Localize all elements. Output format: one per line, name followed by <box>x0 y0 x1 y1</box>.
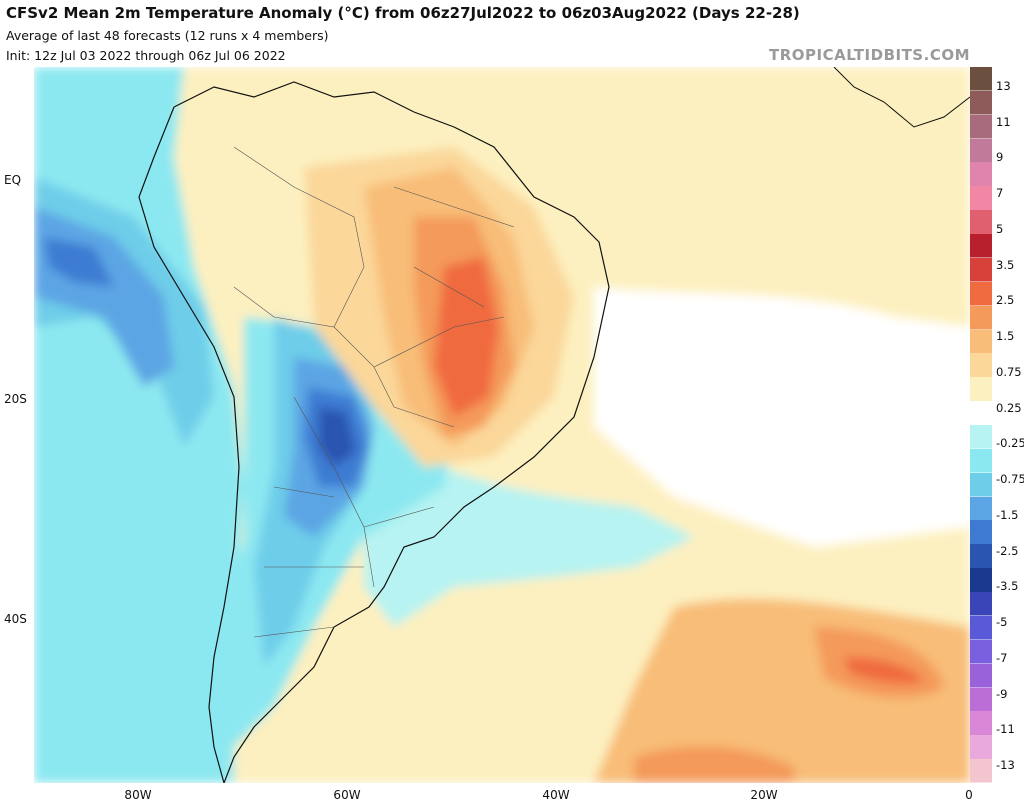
colorbar-segment <box>970 663 992 689</box>
colorbar-label: -0.75 <box>996 472 1024 487</box>
lat-label-eq: EQ <box>4 173 22 187</box>
colorbar-label: 9 <box>996 150 1004 165</box>
colorbar-segment <box>970 687 992 712</box>
continent-cool-deep <box>319 407 356 467</box>
lat-label-20s: 20S <box>4 392 27 406</box>
colorbar-label: -0.25 <box>996 436 1024 451</box>
colorbar-segment <box>970 401 992 426</box>
lat-label-40s: 40S <box>4 612 27 626</box>
colorbar-segment <box>970 234 992 259</box>
colorbar-segment <box>970 544 992 569</box>
lon-label-40w: 40W <box>542 788 570 802</box>
colorbar-label: -2.5 <box>996 543 1019 558</box>
colorbar-label: 11 <box>996 114 1011 129</box>
lon-label-0: 0 <box>965 788 973 802</box>
colorbar-segment <box>970 759 992 784</box>
colorbar-segment <box>970 639 992 665</box>
colorbar-label: 3.5 <box>996 257 1015 272</box>
colorbar-label: -3.5 <box>996 579 1019 594</box>
south-america-coastline <box>138 81 610 783</box>
colorbar-segment <box>970 186 992 211</box>
south-atlantic-warm-core <box>844 657 924 684</box>
colorbar-label: 13 <box>996 79 1011 93</box>
colorbar-segment <box>970 735 992 760</box>
colorbar-segment <box>970 138 992 163</box>
colorbar-segment <box>970 615 992 641</box>
colorbar-label: 7 <box>996 186 1004 201</box>
colorbar-segment <box>970 114 992 140</box>
colorbar-label: -5 <box>996 615 1008 630</box>
colorbar-segment <box>970 257 992 283</box>
subtitle: Average of last 48 forecasts (12 runs x … <box>6 28 329 43</box>
page-title: CFSv2 Mean 2m Temperature Anomaly (°C) f… <box>6 4 800 22</box>
colorbar-label: -13 <box>996 758 1015 772</box>
lon-label-20w: 20W <box>750 788 778 802</box>
colorbar-segment <box>970 353 992 378</box>
pacific-cool-core <box>44 237 114 287</box>
colorbar-segment <box>970 329 992 354</box>
colorbar-segment <box>970 67 992 92</box>
colorbar-segment <box>970 377 992 402</box>
colorbar-label: 5 <box>996 221 1004 236</box>
atlantic-cool <box>364 427 694 627</box>
colorbar-segment <box>970 496 992 521</box>
brazil-warm-4 <box>434 257 499 417</box>
colorbar-segment <box>970 472 992 498</box>
colorbar-label: -7 <box>996 650 1008 665</box>
country-borders <box>233 146 515 638</box>
init-time: Init: 12z Jul 03 2022 through 06z Jul 06… <box>6 48 286 63</box>
colorbar-label: -9 <box>996 686 1008 701</box>
colorbar-segment <box>970 425 992 450</box>
colorbar-label: 0.25 <box>996 400 1022 415</box>
colorbar-label: 1.5 <box>996 329 1015 344</box>
colorbar-segment <box>970 90 992 116</box>
atlantic-neutral <box>594 287 970 547</box>
lon-label-80w: 80W <box>124 788 152 802</box>
africa-coastline <box>833 67 970 128</box>
colorbar-segment <box>970 162 992 187</box>
south-warm-band <box>634 746 794 783</box>
colorbar-segment <box>970 568 992 593</box>
colorbar-segment <box>970 592 992 617</box>
colorbar-segment <box>970 281 992 307</box>
colorbar <box>970 67 992 784</box>
anomaly-map <box>34 67 970 783</box>
colorbar-label: 2.5 <box>996 293 1015 308</box>
map-panel <box>34 67 970 783</box>
colorbar-segment <box>970 305 992 331</box>
colorbar-label: 0.75 <box>996 364 1022 379</box>
lon-label-60w: 60W <box>333 788 361 802</box>
colorbar-segment <box>970 210 992 235</box>
colorbar-segment <box>970 520 992 545</box>
credit-watermark: TROPICALTIDBITS.COM <box>769 46 970 64</box>
colorbar-segment <box>970 711 992 736</box>
colorbar-label: -11 <box>996 722 1015 737</box>
colorbar-segment <box>970 448 992 474</box>
colorbar-label: -1.5 <box>996 507 1019 522</box>
